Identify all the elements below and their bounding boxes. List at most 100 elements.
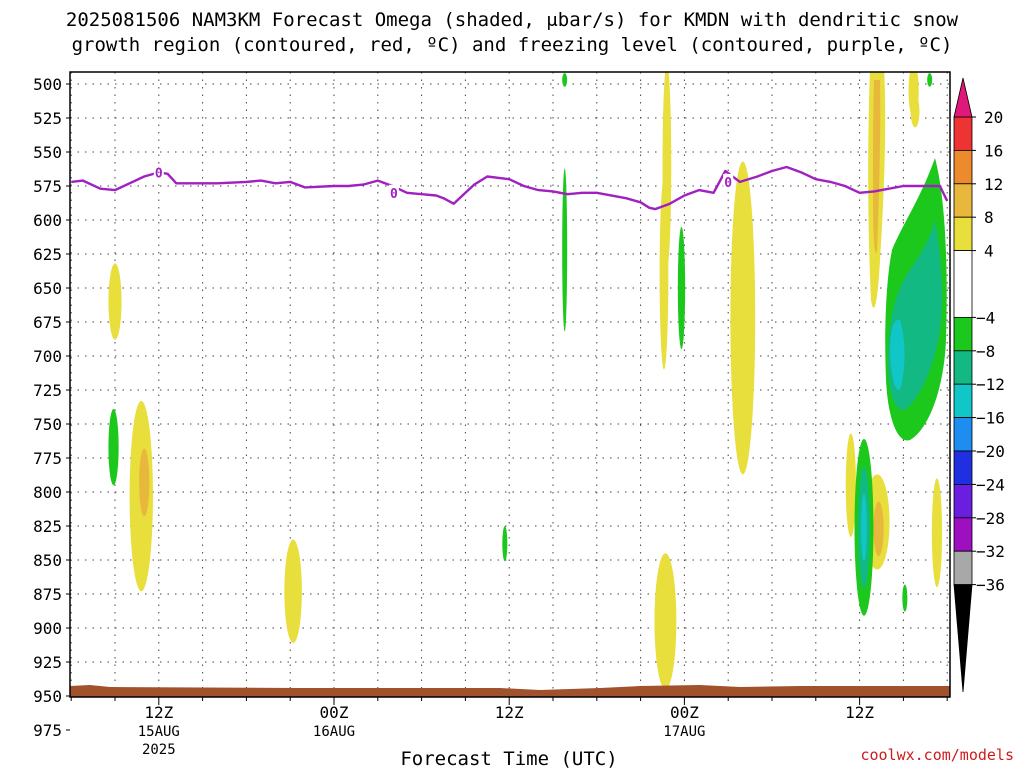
omega-region-upward-large-east [885, 158, 947, 441]
colorbar-band [953, 517, 973, 552]
y-tick-label: 700 [33, 347, 62, 366]
colorbar-band [953, 450, 973, 485]
omega-region [654, 553, 677, 690]
plot-frame [69, 71, 951, 698]
freezing-level-line [71, 165, 949, 211]
y-tick-label: 800 [33, 483, 62, 502]
freezing-level-label-bg [723, 173, 734, 189]
colorbar-band [953, 250, 973, 318]
y-tick-label: 775 [33, 449, 62, 468]
omega-region [562, 73, 568, 87]
colorbar-label: 4 [984, 242, 994, 261]
freezing-level-label: 0 [155, 166, 163, 181]
omega-region-minus12-east-large [890, 319, 905, 391]
omega-region [902, 584, 908, 612]
x-tick-label: 12Z [144, 703, 173, 722]
y-tick-label: 900 [33, 619, 62, 638]
omega-region [562, 168, 568, 332]
y-tick-label: 950 [33, 687, 62, 706]
chart-title-line1: 2025081506 NAM3KM Forecast Omega (shaded… [66, 9, 959, 31]
plot-area: 0 0 0 [70, 72, 950, 697]
surface-terrain-fill [70, 685, 950, 697]
colorbar-band [953, 183, 973, 218]
omega-region [861, 493, 867, 562]
grid-layer [70, 72, 950, 697]
colorbar-label: 16 [984, 141, 1003, 160]
colorbar: 20 16 12 8 4 −4 −8 −12 −16 −20 −24 −28 −32 −36 [953, 77, 1005, 693]
omega-region [502, 526, 508, 562]
x-tick-label: 00Z [320, 703, 349, 722]
x-tick-label: 17AUG [663, 724, 705, 740]
colorbar-arrow-top [953, 77, 973, 118]
colorbar-band [953, 350, 973, 385]
omega-region-downward-column-54 [868, 72, 886, 308]
y-axis: 500 525 550 575 600 625 650 675 700 725 750 775 800 8… [33, 75, 70, 740]
freezing-level-label-bg [388, 184, 399, 200]
freezing-level-label-bg [153, 164, 164, 180]
y-tick-label: 925 [33, 653, 62, 672]
colorbar-band [953, 383, 973, 419]
colorbar-band [953, 216, 973, 251]
colorbar-label: −16 [976, 409, 1005, 428]
omega-region [108, 263, 122, 340]
y-tick-label: 500 [33, 75, 62, 94]
credit-text: coolwx.com/models [860, 746, 1014, 764]
omega-region [927, 73, 933, 87]
y-tick-label: 650 [33, 279, 62, 298]
x-axis: 12Z 15AUG 2025 00Z 16AUG 12Z 00Z 17AUG 12Z [70, 697, 948, 758]
colorbar-label: −20 [976, 442, 1005, 461]
omega-shading-layer [108, 72, 943, 697]
omega-region [845, 433, 856, 537]
omega-region [139, 448, 150, 517]
colorbar-label: −24 [976, 475, 1005, 494]
x-tick-label: 16AUG [313, 724, 355, 740]
colorbar-band [953, 550, 973, 586]
colorbar-label: 20 [984, 108, 1003, 127]
colorbar-label: −12 [976, 375, 1005, 394]
omega-region [730, 161, 756, 475]
colorbar-label: −4 [976, 308, 995, 327]
chart-title-line2: growth region (contoured, red, ºC) and f… [72, 34, 953, 56]
y-tick-label: 725 [33, 381, 62, 400]
y-tick-label: 825 [33, 517, 62, 536]
y-tick-label: 550 [33, 143, 62, 162]
freezing-level-layer: 0 0 0 [71, 164, 949, 211]
y-tick-label: 625 [33, 245, 62, 264]
colorbar-band [953, 316, 973, 352]
omega-region-plus8-column [873, 80, 881, 254]
omega-region [284, 539, 302, 643]
colorbar-band [953, 417, 973, 452]
x-tick-label: 2025 [142, 742, 176, 758]
omega-region [910, 94, 920, 128]
omega-region [677, 226, 686, 350]
y-tick-label: 575 [33, 177, 62, 196]
omega-region [659, 179, 669, 370]
omega-region [108, 409, 119, 486]
y-tick-label: 850 [33, 551, 62, 570]
x-tick-label: 15AUG [138, 724, 180, 740]
x-tick-label: 00Z [670, 703, 699, 722]
surface-terrain [70, 685, 950, 697]
colorbar-label: −36 [976, 576, 1005, 595]
y-tick-label: 525 [33, 109, 62, 128]
x-tick-label: 12Z [495, 703, 524, 722]
x-tick-label: 12Z [845, 703, 874, 722]
y-tick-label: 750 [33, 415, 62, 434]
omega-region [931, 478, 943, 588]
colorbar-band [953, 116, 973, 151]
colorbar-label: −28 [976, 509, 1005, 528]
colorbar-label: −32 [976, 542, 1005, 561]
colorbar-band [953, 149, 973, 185]
y-tick-label: 875 [33, 585, 62, 604]
y-tick-label: 600 [33, 211, 62, 230]
colorbar-arrow-bottom [953, 584, 973, 693]
colorbar-label: 8 [984, 208, 994, 227]
omega-region [873, 501, 884, 556]
colorbar-label: −8 [976, 342, 995, 361]
freezing-level-label: 0 [390, 187, 398, 202]
colorbar-label: 12 [984, 175, 1003, 194]
y-tick-label: 675 [33, 313, 62, 332]
x-axis-title: Forecast Time (UTC) [400, 748, 617, 768]
colorbar-band [953, 483, 973, 519]
